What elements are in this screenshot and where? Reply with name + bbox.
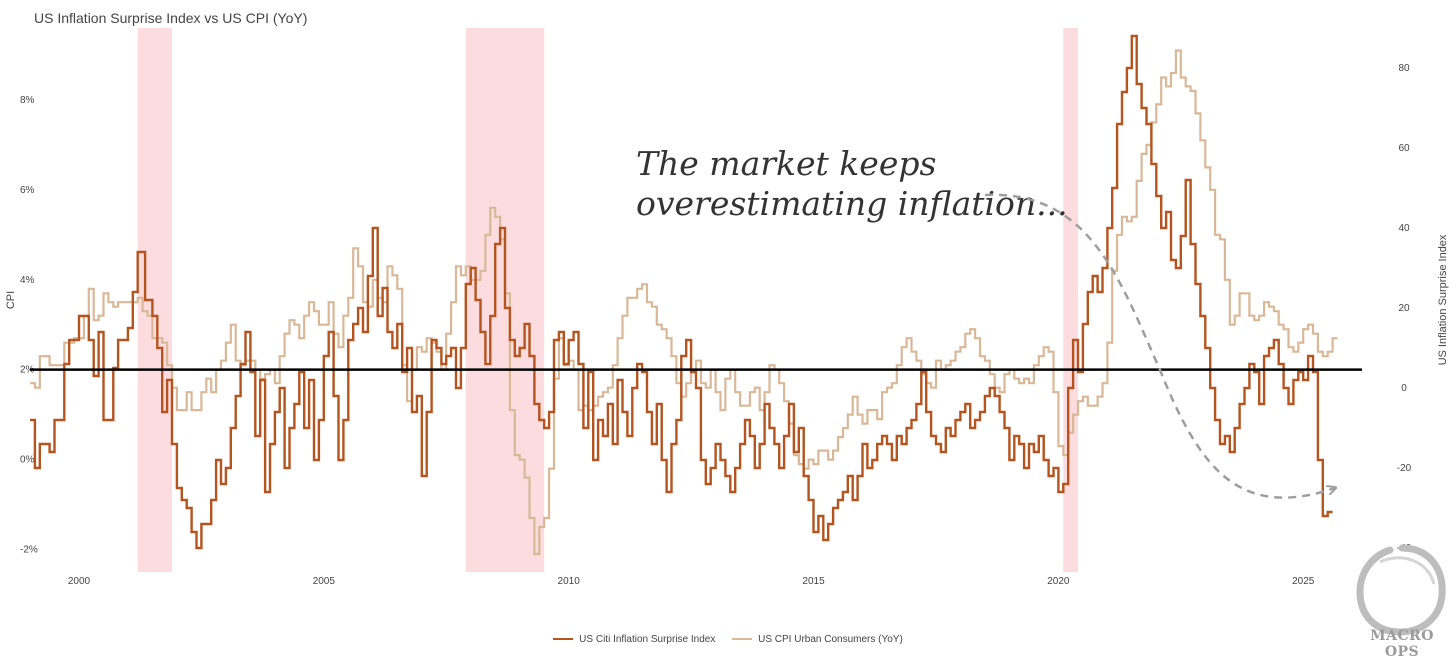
x-axis-ticks: 2000 2005 2010 2015 2020 2025 (68, 576, 1315, 587)
y-right-tick-label-2: 0 (1401, 383, 1407, 394)
y-right-tick-label-4: 40 (1398, 223, 1410, 234)
y-left-tick-label-0: -2% (20, 545, 38, 556)
annotation-text: The market keeps overestimating inflation… (636, 144, 1068, 223)
x-tick-label-4: 2020 (1047, 576, 1070, 587)
series-line-surprise-index (30, 34, 1333, 550)
annotation-line-1: overestimating inflation... (636, 184, 1068, 223)
y-right-tick-label-5: 60 (1398, 143, 1410, 154)
y-left-tick-label-4: 6% (20, 185, 35, 196)
x-tick-label-1: 2005 (313, 576, 336, 587)
x-tick-label-0: 2000 (68, 576, 91, 587)
x-tick-label-3: 2015 (802, 576, 825, 587)
legend-swatch-surprise (553, 638, 574, 640)
y-left-tick-label-5: 8% (20, 95, 35, 106)
logo-text: MACRO OPS (1370, 628, 1434, 660)
macro-ops-logo (1356, 544, 1446, 636)
y-left-tick-label-2: 2% (20, 365, 35, 376)
x-tick-label-2: 2010 (558, 576, 581, 587)
x-tick-label-5: 2025 (1292, 576, 1315, 587)
y-right-tick-label-6: 80 (1398, 63, 1410, 74)
series-lines (30, 34, 1338, 556)
legend-label-cpi: US CPI Urban Consumers (YoY) (758, 633, 903, 645)
y-left-tick-label-1: 0% (20, 455, 35, 466)
y-axis-left-label: CPI (5, 291, 17, 309)
y-axis-right-label: US Inflation Surprise Index (1437, 234, 1449, 365)
series-line-cpi (30, 49, 1338, 556)
chart-title: US Inflation Surprise Index vs US CPI (Y… (34, 10, 308, 26)
recession-bands (137, 28, 1078, 572)
annotation-arrow (984, 193, 1335, 499)
legend-item-cpi[interactable]: US CPI Urban Consumers (YoY) (732, 634, 903, 645)
y-right-tick-label-3: 20 (1398, 303, 1410, 314)
y-axis-left-ticks: -2% 0% 2% 4% 6% 8% (20, 95, 38, 556)
annotation-line-0: The market keeps (636, 144, 936, 183)
y-left-tick-label-3: 4% (20, 275, 35, 286)
legend: US Citi Inflation Surprise Index US CPI … (0, 632, 1456, 645)
recession-band-2 (1063, 28, 1078, 572)
y-right-tick-label-1: -20 (1397, 463, 1412, 474)
legend-swatch-cpi (732, 638, 753, 640)
legend-label-surprise: US Citi Inflation Surprise Index (579, 633, 716, 645)
legend-item-surprise[interactable]: US Citi Inflation Surprise Index (553, 634, 715, 645)
